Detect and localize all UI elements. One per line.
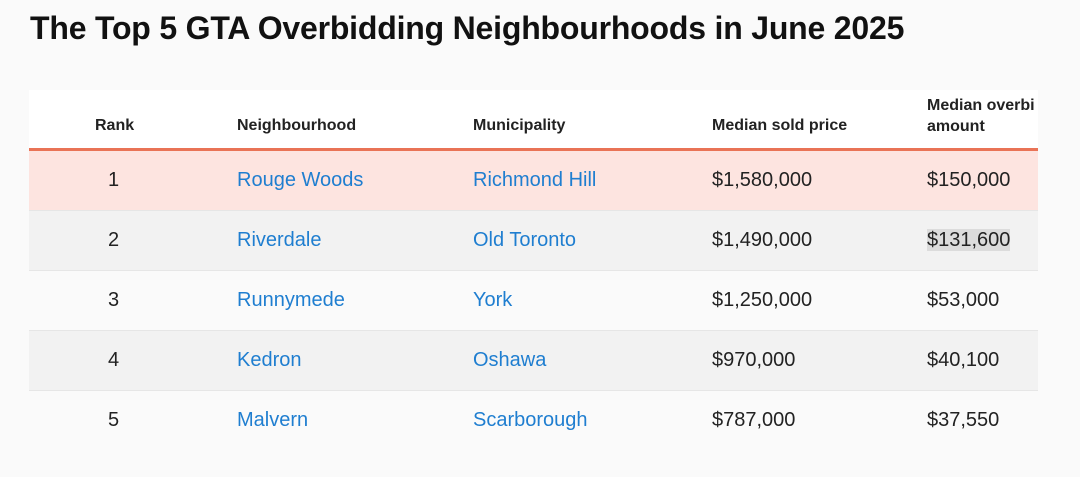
- table-row: 2 Riverdale Old Toronto $1,490,000 $131,…: [29, 211, 1038, 271]
- table-row: 1 Rouge Woods Richmond Hill $1,580,000 $…: [29, 151, 1038, 211]
- header-municipality: Municipality: [473, 117, 566, 134]
- rank-cell: 4: [108, 349, 120, 371]
- neighbourhood-link[interactable]: Riverdale: [237, 229, 322, 251]
- header-median-overbid-amount: Median overbi amount: [927, 95, 1035, 137]
- neighbourhood-link[interactable]: Runnymede: [237, 289, 345, 311]
- header-overbid-line1: Median overbi: [927, 97, 1035, 114]
- median-price-cell: $1,580,000: [712, 169, 813, 191]
- overbid-amount-cell: $37,550: [927, 409, 1000, 431]
- neighbourhood-link[interactable]: Rouge Woods: [237, 169, 364, 191]
- municipality-link[interactable]: Richmond Hill: [473, 169, 597, 191]
- municipality-link[interactable]: York: [473, 289, 513, 311]
- header-rank: Rank: [95, 117, 135, 134]
- page-title: The Top 5 GTA Overbidding Neighbourhoods…: [30, 10, 905, 46]
- rank-cell: 2: [108, 229, 120, 251]
- table-header: Rank Neighbourhood Municipality Median s…: [29, 90, 1038, 151]
- median-price-cell: $1,490,000: [712, 229, 813, 251]
- header-median-sold-price: Median sold price: [712, 117, 848, 134]
- rank-cell: 1: [108, 169, 120, 191]
- header-overbid-line2: amount: [927, 118, 985, 135]
- header-neighbourhood: Neighbourhood: [237, 117, 357, 134]
- overbid-amount-cell: $53,000: [927, 289, 1000, 311]
- overbid-amount-cell: $131,600: [927, 211, 1011, 270]
- municipality-link[interactable]: Oshawa: [473, 349, 547, 371]
- median-price-cell: $787,000: [712, 409, 796, 431]
- table-row: 5 Malvern Scarborough $787,000 $37,550: [29, 391, 1038, 450]
- table-row: 3 Runnymede York $1,250,000 $53,000: [29, 271, 1038, 331]
- table-row: 4 Kedron Oshawa $970,000 $40,100: [29, 331, 1038, 391]
- rank-cell: 3: [108, 289, 120, 311]
- overbid-amount-cell: $40,100: [927, 349, 1000, 371]
- overbid-amount-cell: $150,000: [927, 169, 1011, 191]
- municipality-link[interactable]: Old Toronto: [473, 229, 577, 251]
- neighbourhood-link[interactable]: Malvern: [237, 409, 309, 431]
- median-price-cell: $970,000: [712, 349, 796, 371]
- ranking-table: Rank Neighbourhood Municipality Median s…: [29, 90, 1038, 450]
- median-price-cell: $1,250,000: [712, 289, 813, 311]
- rank-cell: 5: [108, 409, 120, 431]
- selected-text: $131,600: [927, 229, 1011, 251]
- municipality-link[interactable]: Scarborough: [473, 409, 588, 431]
- neighbourhood-link[interactable]: Kedron: [237, 349, 302, 371]
